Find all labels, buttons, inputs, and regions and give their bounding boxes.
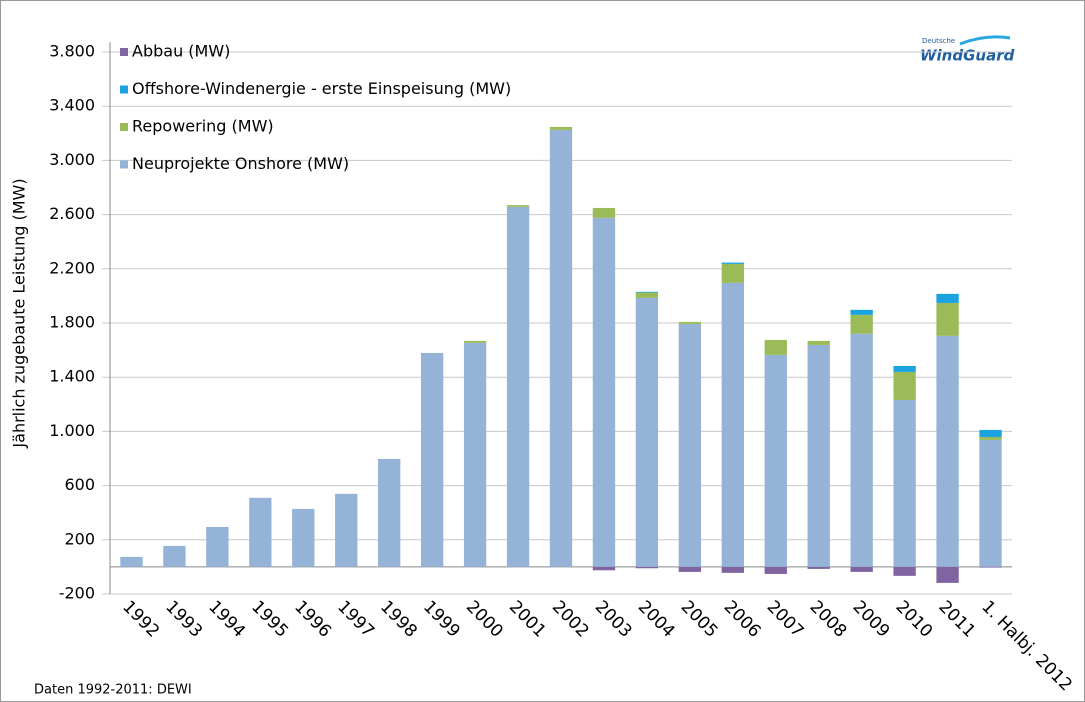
bar-segment [335, 493, 358, 567]
bar-segment [807, 340, 830, 345]
bar-segment [807, 344, 830, 567]
source-note: Daten 1992-2011: DEWI [34, 683, 192, 698]
legend-label: Repowering (MW) [132, 117, 274, 136]
logo-swoosh [959, 35, 1011, 46]
bar-segment [678, 321, 702, 324]
bar-segment [592, 217, 616, 567]
legend-swatch [120, 48, 128, 56]
bar-segment [549, 126, 573, 130]
bar-segment [721, 566, 744, 573]
y-tick-label: 1.400 [49, 367, 95, 386]
bar-segment [979, 566, 1002, 568]
logo-main: WindGuard [920, 47, 1015, 65]
y-tick-label: -200 [59, 584, 95, 603]
y-tick-label: 3.800 [49, 42, 95, 61]
bar-segment [936, 566, 959, 583]
y-tick-label: 1.000 [49, 421, 95, 440]
bar-segment [936, 302, 959, 336]
bar-segment [721, 263, 744, 283]
y-tick-label: 2.200 [49, 258, 95, 277]
bar-segment [764, 566, 787, 574]
bar-segment [979, 429, 1002, 437]
bar-segment [463, 342, 487, 567]
bar-segment [249, 497, 272, 567]
bar-segment [979, 439, 1002, 567]
bar-segment [764, 354, 787, 567]
y-tick-label: 2.600 [49, 204, 95, 223]
bar-segment [721, 282, 744, 567]
bar-segment [463, 340, 487, 343]
logo-top: Deutsche [922, 37, 955, 45]
bar-segment [635, 566, 659, 569]
legend-swatch [120, 85, 128, 94]
bar-segment [635, 297, 659, 567]
legend-swatch [120, 160, 128, 169]
bar-segment [506, 205, 530, 207]
bar-segment [893, 365, 916, 372]
bar-segment [979, 436, 1002, 440]
bar-segment [378, 458, 401, 567]
bar-segment [893, 399, 916, 567]
bar-segment [592, 566, 616, 571]
bar-segment [893, 566, 916, 576]
y-tick-label: 600 [64, 475, 95, 494]
bar-segment [850, 566, 873, 572]
bar-segment [850, 314, 873, 334]
y-tick-label: 200 [64, 529, 95, 548]
bar-segment [678, 566, 702, 572]
bar-segment [292, 508, 315, 567]
bar-segment [163, 545, 186, 567]
y-tick-label: 3.400 [49, 96, 95, 115]
y-axis-label: Jährlich zugebaute Leistung (MW) [10, 178, 29, 448]
bar-segment [850, 309, 873, 315]
legend-swatch [120, 123, 128, 131]
y-tick-label: 1.800 [49, 313, 95, 332]
bar-segment [893, 371, 916, 400]
bar-segment [721, 262, 744, 264]
logo: Deutsche WindGuard [920, 35, 1015, 65]
bar-segment [506, 206, 530, 567]
legend-label: Offshore-Windenergie - erste Einspeisung… [132, 79, 511, 98]
bar-segment [936, 293, 959, 303]
bar-segment [936, 335, 959, 567]
bar-segment [635, 292, 659, 298]
legend-label: Abbau (MW) [132, 42, 230, 61]
bar-segment [120, 556, 143, 567]
bar-segment [420, 352, 444, 567]
bar-segment [592, 207, 616, 218]
bar-segment [549, 129, 573, 567]
bar-segment [764, 339, 787, 355]
bar-segment [635, 291, 659, 293]
bar-segment [206, 526, 229, 567]
bar-segment [807, 566, 830, 569]
bar-segment [850, 333, 873, 567]
legend-label: Neuprojekte Onshore (MW) [132, 154, 349, 173]
y-tick-label: 3.000 [49, 150, 95, 169]
bar-segment [678, 323, 702, 567]
